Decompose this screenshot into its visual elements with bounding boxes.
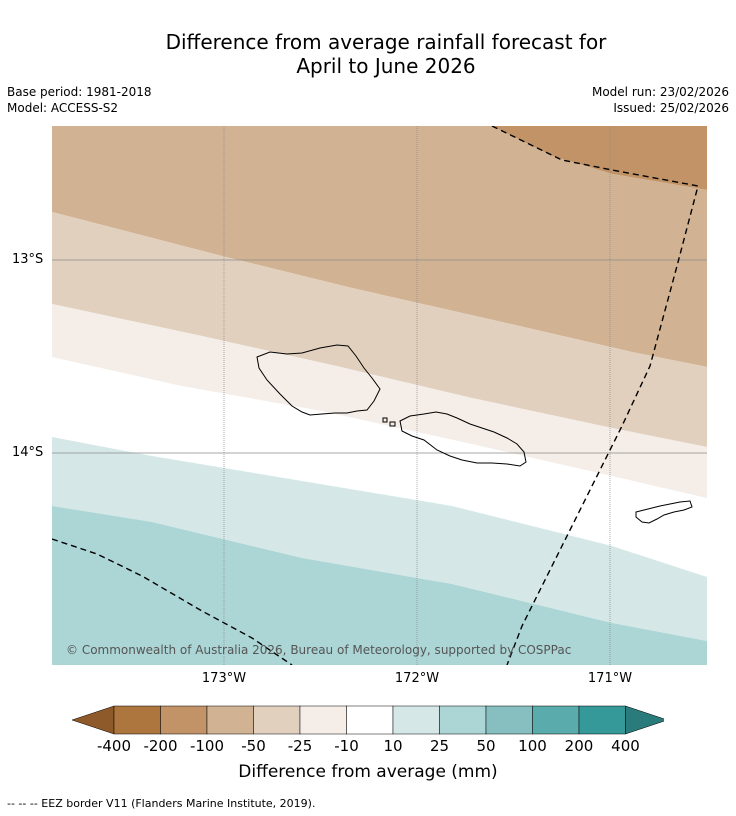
colorbar-segment: [113, 705, 161, 735]
colorbar: [72, 705, 664, 735]
colorbar-tick-label: -400: [96, 737, 132, 755]
island-tutuila: [635, 500, 693, 524]
colorbar-tick-label: 400: [611, 737, 640, 755]
meta-left: Base period: 1981-2018 Model: ACCESS-S2: [7, 84, 152, 116]
base-period: Base period: 1981-2018: [7, 85, 152, 99]
colorbar-tick-label: 200: [564, 737, 594, 755]
colorbar-title: Difference from average (mm): [238, 762, 498, 782]
eez-border: [52, 126, 699, 665]
colorbar-tick-label: -50: [241, 737, 266, 755]
chart-title: Difference from average rainfall forecas…: [0, 30, 736, 78]
map-canvas: [52, 126, 707, 665]
colorbar-segment: [485, 705, 533, 735]
forecast-map: © Commonwealth of Australia 2026, Bureau…: [52, 126, 707, 665]
colorbar-tick-label: -100: [189, 737, 225, 755]
colorbar-tick-label: 50: [476, 737, 496, 755]
island-savaii: [256, 344, 381, 416]
colorbar-segment: [439, 705, 487, 735]
colorbar-arrow-high: [625, 705, 664, 735]
issued-date: Issued: 25/02/2026: [613, 101, 729, 115]
colorbar-arrow-low: [72, 705, 115, 735]
islands: [256, 344, 693, 524]
island-apolima: [382, 417, 388, 423]
band-minus-10: [52, 304, 707, 498]
colorbar-tick-label: 25: [429, 737, 450, 755]
lon-label-171w: 171°W: [587, 671, 633, 686]
colorbar-segment: [578, 705, 626, 735]
colorbar-segment: [532, 705, 580, 735]
colorbar-tick-label: 10: [383, 737, 403, 755]
footnote-eez: -- -- -- EEZ border V11 (Flanders Marine…: [7, 797, 316, 810]
band-plus-25: [52, 506, 707, 665]
island-manono: [389, 421, 396, 427]
colorbar-segment: [392, 705, 440, 735]
lon-label-173w: 173°W: [201, 671, 247, 686]
band-minus-25: [52, 212, 707, 447]
colorbar-segment: [160, 705, 208, 735]
lon-label-172w: 172°W: [394, 671, 440, 686]
colorbar-tick-label: -25: [287, 737, 313, 755]
model-run: Model run: 23/02/2026: [591, 85, 729, 99]
band-minus-50: [52, 126, 707, 367]
lat-label-13s: 13°S: [12, 252, 44, 267]
eez-border-east: [491, 126, 699, 665]
colorbar-segment: [206, 705, 254, 735]
colorbar-tick-label: 100: [518, 737, 547, 755]
title-line-2: April to June 2026: [296, 54, 476, 78]
colorbar-segment: [299, 705, 347, 735]
copyright-notice: © Commonwealth of Australia 2026, Bureau…: [66, 643, 572, 657]
colorbar-segment: [346, 705, 394, 735]
band-plus-10: [52, 437, 707, 641]
band-minus-100: [52, 126, 707, 190]
meta-right: Model run: 23/02/2026 Issued: 25/02/2026: [592, 84, 729, 116]
model-name: Model: ACCESS-S2: [7, 101, 119, 115]
island-upolu: [399, 411, 527, 467]
colorbar-tick-label: -200: [143, 737, 178, 755]
colorbar-segment: [253, 705, 301, 735]
gridlines: [52, 126, 707, 665]
eez-border-southwest: [52, 538, 293, 665]
title-line-1: Difference from average rainfall forecas…: [165, 30, 607, 54]
lat-label-14s: 14°S: [12, 445, 44, 460]
colorbar-tick-label: -10: [334, 737, 359, 755]
